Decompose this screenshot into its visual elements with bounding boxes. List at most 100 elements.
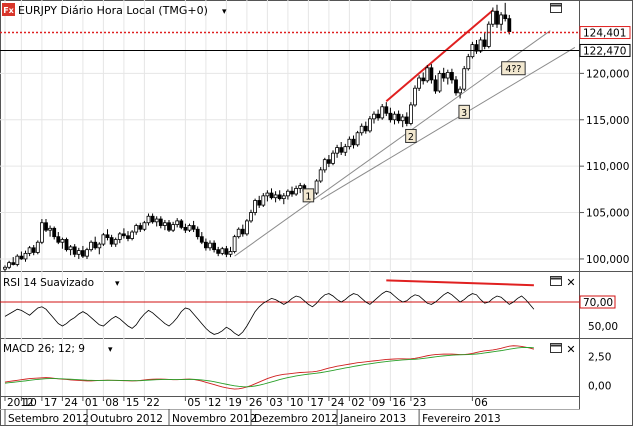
day-tick-label: 2012 [7,397,34,409]
candle [113,237,118,247]
candle-body [240,228,245,235]
candle [7,260,11,270]
day-tick-label: 17 [310,397,323,409]
macd-tick-label: 2,50 [588,351,611,363]
candle-body [445,72,450,79]
price-tick-label: 100,000 [586,254,629,266]
candle [126,231,130,242]
month-label: Dezembro 2012 [254,413,338,425]
candle-body [298,185,303,189]
candle [19,251,24,260]
rsi-trendline [386,279,534,287]
rsi-tick-label: 50,00 [588,321,618,333]
price-tag-box [579,43,631,57]
candle-body [162,222,167,226]
candle [72,244,77,258]
candle-body [335,147,340,154]
candle [384,102,389,117]
candle-body [277,194,282,200]
candle-body [400,116,405,122]
candle [503,2,508,22]
trendline [320,46,576,200]
candle-body [220,248,225,254]
candle-body [216,249,221,254]
day-tick-label: 01 [85,397,98,409]
price-tick-label: 120,000 [586,68,629,80]
macd-close-icon[interactable]: ✕ [566,343,575,356]
candle [429,64,434,84]
candle-body [318,169,323,182]
chart-title[interactable]: EURJPY Diário Hora Local (TMG+0) [18,4,208,17]
candle-body [380,106,385,119]
day-tick-label: 16 [392,397,406,409]
candle [76,247,81,259]
candle [162,219,167,231]
candle [400,114,405,128]
symbol-header[interactable]: Fx EURJPY Diário Hora Local (TMG+0) ▾ [2,3,227,17]
candle-body [179,220,184,228]
macd-tick-label: 0,00 [588,381,611,393]
candle-body [417,77,422,89]
day-tick-label: 22 [146,397,159,409]
candle [208,240,212,251]
candle [31,245,36,256]
candle-body [44,222,48,231]
rsi-maximize-button[interactable] [550,276,562,286]
candle [359,123,364,136]
candle [117,232,122,244]
candle-body [167,222,171,231]
candle-body [232,236,237,252]
day-tick-label: 09 [372,397,385,409]
candle [486,21,491,49]
macd-title[interactable]: MACD 26; 12; 9 [3,343,85,355]
candle-body [490,10,495,25]
candle-body [97,243,102,249]
candle-body [454,79,458,94]
candle [466,53,471,71]
macd-maximize-button[interactable] [550,343,562,353]
candle [15,254,20,267]
candle-body [236,228,241,238]
candle-body [253,200,258,213]
candle-body [101,234,106,245]
candle-body [404,116,409,124]
candle [3,265,7,272]
candle-body [208,242,212,249]
macd-dropdown-icon[interactable]: ▾ [108,345,113,355]
month-label: Fevereiro 2013 [422,413,501,425]
candle [187,223,192,233]
candle [179,219,184,230]
day-tick-label: 24 [331,397,345,409]
candle-body [326,159,331,164]
candle [363,121,368,134]
rsi-close-icon[interactable]: ✕ [566,276,575,289]
candle-body [261,195,266,206]
candle [417,75,422,91]
candle [421,72,426,85]
candle [224,245,229,258]
month-label: Setembro 2012 [8,413,89,425]
candle [290,186,294,197]
candle-body [85,249,89,257]
candle-body [466,56,471,70]
price-maximize-button[interactable] [550,3,562,13]
title-dropdown-icon[interactable]: ▾ [222,7,227,17]
wave-badge [302,188,315,203]
rsi-dropdown-icon[interactable]: ▾ [115,279,120,289]
candle [331,150,335,166]
candle-body [503,14,508,20]
candle-body [458,88,463,94]
candle-body [150,215,155,223]
candle [273,191,278,203]
candle [458,86,463,99]
candle-body [224,248,229,255]
candle [335,144,340,158]
price-tick-label: 115,000 [586,115,629,127]
rsi-title[interactable]: RSI 14 Suavizado [3,277,94,289]
day-tick-label: 10 [290,397,303,409]
candle [105,229,110,241]
candle [85,247,89,259]
candle-body [212,242,217,251]
candle-body [105,234,110,238]
